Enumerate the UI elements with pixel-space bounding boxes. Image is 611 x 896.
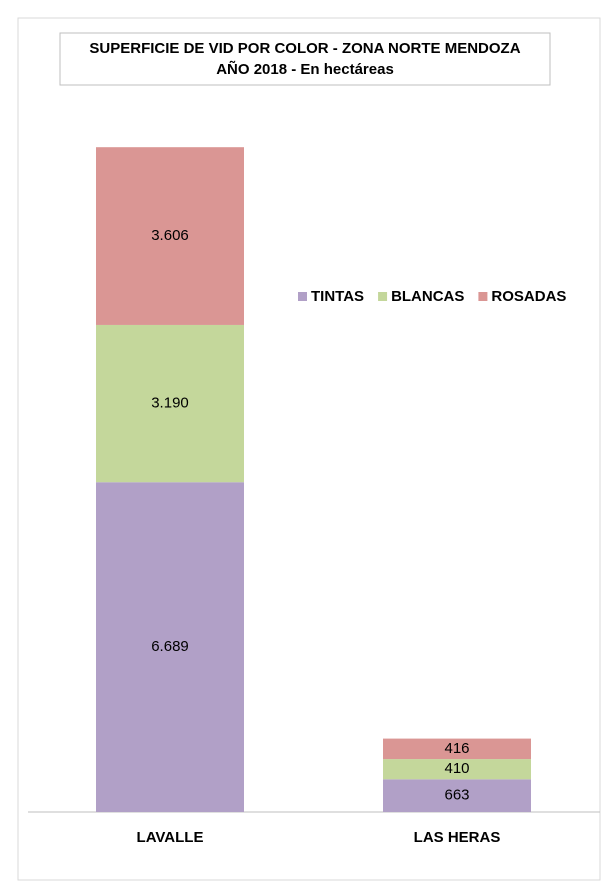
legend-swatch bbox=[378, 292, 388, 301]
x-tick-label: LAS HERAS bbox=[414, 829, 501, 846]
bar-segment bbox=[383, 738, 531, 760]
legend-swatch bbox=[298, 292, 307, 301]
data-label: 6.689 bbox=[151, 638, 189, 655]
legend-label: TINTAS bbox=[311, 288, 364, 305]
bar-segment bbox=[96, 482, 244, 812]
data-label: 416 bbox=[444, 740, 469, 757]
bar-segment bbox=[383, 759, 531, 780]
legend-label: BLANCAS bbox=[391, 288, 464, 305]
legend-swatch bbox=[478, 292, 488, 301]
data-label: 410 bbox=[444, 760, 469, 777]
x-tick-label: LAVALLE bbox=[137, 829, 204, 846]
data-label: 3.190 bbox=[151, 395, 189, 412]
data-label: 663 bbox=[444, 787, 469, 804]
bar-segment bbox=[383, 779, 531, 812]
legend-label: ROSADAS bbox=[491, 288, 566, 305]
data-label: 3.606 bbox=[151, 227, 189, 244]
chart-title: SUPERFICIE DE VID POR COLOR - ZONA NORTE… bbox=[89, 40, 520, 57]
chart-subtitle: AÑO 2018 - En hectáreas bbox=[216, 60, 394, 78]
bar-segment bbox=[96, 147, 244, 325]
title-box bbox=[59, 32, 551, 86]
bar-segment bbox=[96, 324, 244, 483]
